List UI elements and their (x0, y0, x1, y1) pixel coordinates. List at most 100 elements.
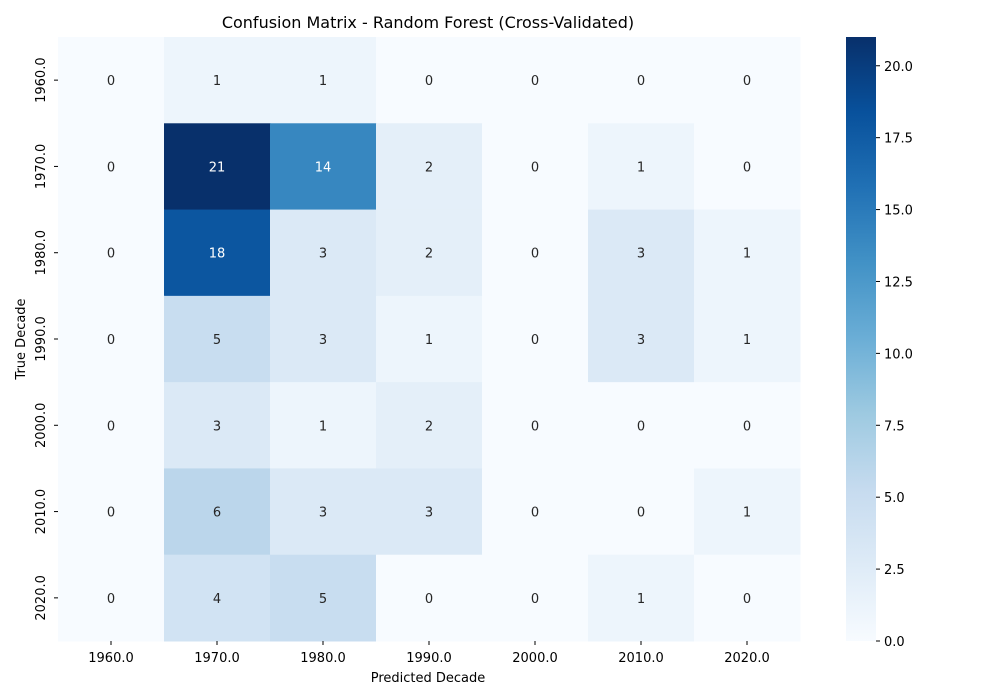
colorbar (846, 37, 876, 641)
heatmap-cell (482, 382, 589, 469)
colorbar-tick-label: 17.5 (884, 132, 913, 147)
cell-value-label: 0 (107, 333, 115, 348)
cell-value-label: 0 (531, 160, 539, 175)
heatmap-cell (482, 468, 589, 556)
heatmap-cell (270, 382, 377, 469)
cell-value-label: 0 (637, 74, 645, 89)
cell-value-label: 0 (637, 419, 645, 434)
heatmap-cell (588, 468, 695, 556)
heatmap-cell (376, 382, 483, 469)
cell-value-label: 4 (213, 592, 221, 607)
cell-value-label: 5 (213, 333, 221, 348)
heatmap-cell (482, 209, 589, 297)
cell-value-label: 18 (209, 247, 226, 262)
cell-value-label: 5 (319, 592, 327, 607)
heatmap-cell (588, 209, 695, 297)
colorbar-tick-label: 10.0 (884, 347, 913, 362)
colorbar-tick-label: 2.5 (884, 563, 905, 578)
colorbar-tick-label: 12.5 (884, 275, 913, 290)
heatmap-cell (58, 468, 165, 556)
cell-value-label: 0 (531, 333, 539, 348)
heatmap-cell (58, 554, 165, 642)
heatmap-cell (376, 37, 483, 124)
cell-value-label: 14 (315, 160, 332, 175)
heatmap-cell (164, 468, 271, 556)
cell-value-label: 1 (319, 74, 327, 89)
cell-value-label: 0 (107, 506, 115, 521)
cell-value-label: 0 (107, 419, 115, 434)
y-tick-label: 1990.0 (34, 316, 49, 362)
cell-value-label: 0 (637, 506, 645, 521)
cell-value-label: 3 (213, 419, 221, 434)
heatmap-cell (376, 468, 483, 556)
x-tick-label: 1980.0 (300, 651, 346, 666)
heatmap-cell (164, 382, 271, 469)
cell-value-label: 0 (531, 419, 539, 434)
colorbar-tick-label: 20.0 (884, 60, 913, 75)
heatmap-cell (588, 123, 695, 211)
y-tick-label: 2020.0 (34, 575, 49, 621)
x-tick-label: 2010.0 (618, 651, 664, 666)
x-axis-label: Predicted Decade (371, 671, 486, 686)
x-axis-ticks: 1960.0 1970.0 1980.0 1990.0 2000.0 2010.0 2020… (88, 641, 770, 666)
heatmap-cell (482, 295, 589, 383)
y-tick-label: 1980.0 (34, 230, 49, 276)
cell-value-label: 0 (531, 506, 539, 521)
cell-value-label: 3 (319, 333, 327, 348)
heatmap-cell (270, 209, 377, 297)
heatmap-cell (270, 554, 377, 642)
heatmap-cell (164, 554, 271, 642)
cell-value-label: 0 (531, 247, 539, 262)
heatmap-cell (376, 295, 483, 383)
heatmap-cell (376, 209, 483, 297)
heatmap-cell (694, 123, 801, 211)
heatmap-cell (694, 382, 801, 469)
heatmap-cell (58, 209, 165, 297)
heatmap-cell (270, 468, 377, 556)
heatmap-cell (588, 295, 695, 383)
heatmap-cell (376, 123, 483, 211)
heatmap-cell (58, 382, 165, 469)
cell-value-label: 3 (319, 247, 327, 262)
x-tick-label: 2000.0 (512, 651, 558, 666)
cell-value-label: 1 (743, 333, 751, 348)
colorbar-tick-label: 0.0 (884, 635, 905, 650)
heatmap-cell (694, 468, 801, 556)
cell-value-label: 1 (637, 592, 645, 607)
heatmap-cell (270, 295, 377, 383)
heatmap-cell (694, 554, 801, 642)
y-tick-label: 2000.0 (34, 403, 49, 449)
colorbar-tick-label: 5.0 (884, 491, 905, 506)
cell-value-label: 0 (107, 592, 115, 607)
heatmap-cell (694, 209, 801, 297)
cell-value-label: 0 (531, 592, 539, 607)
cell-value-label: 1 (743, 247, 751, 262)
cell-value-label: 3 (425, 506, 433, 521)
heatmap-cell (588, 382, 695, 469)
cell-value-label: 1 (743, 506, 751, 521)
y-axis-label: True Decade (14, 298, 29, 380)
heatmap-cell (270, 37, 377, 124)
cell-value-label: 0 (743, 160, 751, 175)
cell-value-label: 3 (319, 506, 327, 521)
heatmap-cell (694, 37, 801, 124)
heatmap-cell (58, 37, 165, 124)
y-tick-label: 1970.0 (34, 144, 49, 190)
cell-value-label: 2 (425, 247, 433, 262)
cell-value-label: 2 (425, 160, 433, 175)
heatmap-cell (58, 123, 165, 211)
cell-value-label: 1 (425, 333, 433, 348)
cell-value-label: 0 (743, 592, 751, 607)
heatmap-cell (164, 123, 271, 211)
heatmap-cell (694, 295, 801, 383)
x-tick-label: 1970.0 (194, 651, 240, 666)
chart-title: Confusion Matrix - Random Forest (Cross-… (222, 13, 634, 32)
cell-value-label: 6 (213, 506, 221, 521)
heatmap-cell (58, 295, 165, 383)
heatmap-cell (164, 295, 271, 383)
heatmap-cell (164, 209, 271, 297)
heatmap-cell (482, 37, 589, 124)
cell-value-label: 2 (425, 419, 433, 434)
y-tick-label: 2010.0 (34, 489, 49, 534)
y-tick-label: 1960.0 (34, 57, 49, 103)
